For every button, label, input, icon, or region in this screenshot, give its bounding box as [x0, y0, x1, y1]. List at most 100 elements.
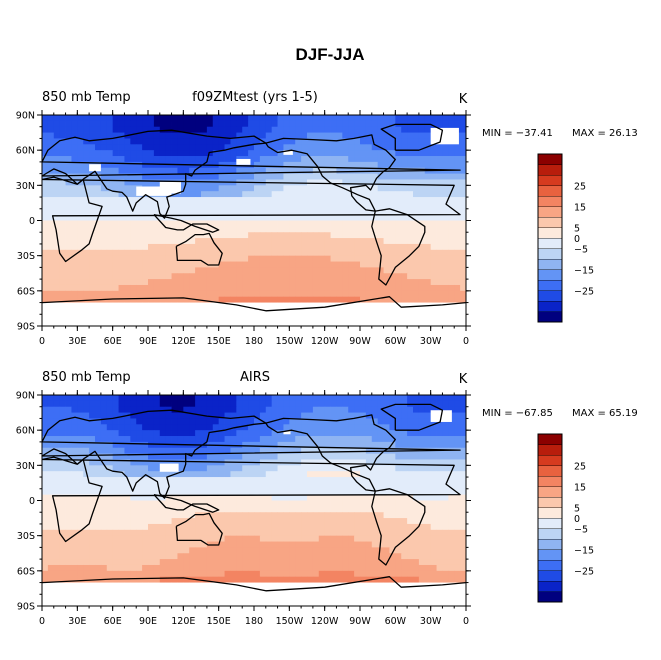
heatmap-cell	[442, 400, 449, 408]
heatmap-cell	[148, 529, 155, 537]
heatmap-cell	[89, 518, 96, 525]
heatmap-cell	[65, 424, 72, 431]
heatmap-cell	[307, 279, 314, 286]
heatmap-cell	[206, 214, 214, 221]
heatmap-cell	[360, 441, 367, 449]
heatmap-cell	[242, 115, 249, 122]
heatmap-cell	[318, 167, 326, 175]
heatmap-cell	[418, 523, 426, 531]
heatmap-cell	[360, 477, 367, 484]
heatmap-cell	[236, 418, 243, 425]
heatmap-cell	[248, 482, 255, 490]
heatmap-cell	[95, 471, 102, 478]
heatmap-cell	[47, 529, 55, 537]
heatmap-cell	[153, 500, 161, 507]
heatmap-cell	[395, 126, 402, 133]
x-tick-label: 90W	[349, 336, 371, 347]
heatmap-cell	[254, 214, 261, 221]
heatmap-cell	[195, 185, 202, 192]
heatmap-cell	[413, 150, 420, 157]
heatmap-cell	[65, 220, 72, 227]
heatmap-cell	[265, 197, 273, 204]
heatmap-cell	[283, 243, 290, 251]
heatmap-cell	[53, 529, 61, 537]
heatmap-cell	[53, 320, 61, 327]
heatmap-cell	[248, 284, 255, 292]
heatmap-cell	[413, 161, 420, 169]
heatmap-cell	[118, 559, 125, 566]
heatmap-cell	[165, 296, 172, 303]
heatmap-cell	[289, 279, 296, 286]
heatmap-cell	[348, 459, 355, 466]
heatmap-cell	[201, 126, 208, 133]
heatmap-cell	[371, 424, 379, 431]
heatmap-cell	[324, 559, 331, 566]
heatmap-cell	[271, 535, 278, 542]
heatmap-cell	[301, 267, 308, 274]
heatmap-cell	[118, 255, 125, 262]
heatmap-cell	[118, 284, 125, 292]
heatmap-cell	[136, 255, 143, 262]
heatmap-cell	[183, 279, 190, 286]
heatmap-cell	[407, 238, 414, 245]
heatmap-cell	[448, 477, 455, 484]
heatmap-cell	[336, 412, 343, 419]
heatmap-cell	[59, 430, 66, 437]
heatmap-cell	[100, 179, 108, 186]
heatmap-cell	[177, 249, 184, 257]
heatmap-cell	[224, 226, 231, 233]
heatmap-cell	[401, 424, 408, 431]
heatmap-cell	[242, 197, 249, 204]
heatmap-cell	[348, 220, 355, 227]
heatmap-cell	[283, 267, 290, 274]
heatmap-cell	[295, 296, 302, 303]
heatmap-cell	[283, 400, 290, 408]
heatmap-cell	[142, 395, 149, 402]
heatmap-cell	[136, 547, 143, 554]
heatmap-cell	[53, 202, 61, 210]
heatmap-cell	[289, 320, 296, 327]
heatmap-cell	[454, 296, 461, 303]
colorbar-swatch	[537, 269, 563, 281]
heatmap-cell	[377, 156, 384, 163]
heatmap-cell	[360, 156, 367, 163]
heatmap-cell	[47, 400, 55, 408]
heatmap-cell	[71, 465, 78, 472]
heatmap-cell	[47, 238, 55, 245]
heatmap-cell	[371, 255, 379, 262]
heatmap-cell	[218, 482, 225, 490]
heatmap-cell	[324, 535, 331, 542]
heatmap-cell	[201, 214, 208, 221]
heatmap-cell	[153, 512, 161, 519]
heatmap-cell	[442, 284, 449, 292]
heatmap-cell	[165, 512, 172, 519]
heatmap-cell	[377, 197, 384, 204]
heatmap-cell	[401, 173, 408, 180]
heatmap-cell	[42, 214, 49, 221]
heatmap-cell	[248, 120, 255, 128]
heatmap-cell	[112, 494, 119, 501]
heatmap-cell	[413, 477, 420, 484]
heatmap-cell	[242, 214, 249, 221]
heatmap-cell	[277, 220, 284, 227]
heatmap-cell	[289, 243, 296, 251]
heatmap-cell	[271, 261, 278, 268]
heatmap-cell	[230, 559, 237, 566]
heatmap-cell	[171, 512, 178, 519]
heatmap-cell	[95, 518, 102, 525]
heatmap-cell	[430, 267, 437, 274]
heatmap-cell	[77, 314, 84, 321]
heatmap-cell	[218, 126, 225, 133]
heatmap-cell	[401, 412, 408, 419]
heatmap-cell	[307, 518, 314, 525]
heatmap-cell	[271, 267, 278, 274]
heatmap-cell	[460, 559, 467, 566]
heatmap-cell	[254, 161, 261, 169]
heatmap-cell	[177, 512, 184, 519]
heatmap-cell	[424, 255, 432, 262]
heatmap-cell	[201, 208, 208, 216]
heatmap-cell	[354, 500, 361, 507]
heatmap-cell	[289, 547, 296, 554]
heatmap-cell	[442, 395, 449, 402]
heatmap-cell	[259, 290, 267, 298]
